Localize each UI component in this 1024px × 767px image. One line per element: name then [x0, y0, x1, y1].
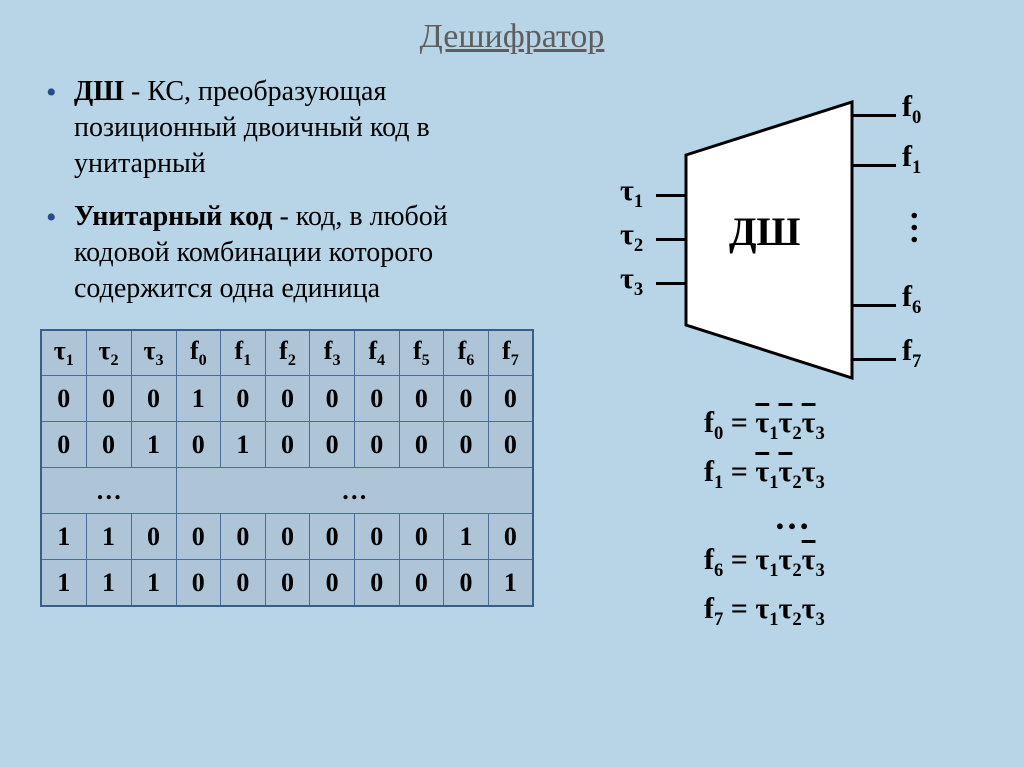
- pin-line: [656, 194, 686, 197]
- table-header-cell: f2: [265, 330, 310, 376]
- pin-line: [656, 282, 686, 285]
- table-cell: 0: [41, 376, 86, 422]
- table-cell: 0: [444, 376, 489, 422]
- table-cell: 0: [399, 422, 444, 468]
- table-cell: 1: [131, 560, 176, 606]
- table-header-cell: τ3: [131, 330, 176, 376]
- table-cell: 0: [310, 376, 355, 422]
- bullet-1-text: - КС, преобразующая позиционный двоичный…: [74, 76, 430, 179]
- table-cell: 0: [86, 376, 131, 422]
- bullet-2: Унитарный код - код, в любой кодовой ком…: [40, 199, 534, 306]
- table-cell: 0: [265, 514, 310, 560]
- table-cell: 0: [354, 376, 399, 422]
- table-row: 11000000010: [41, 514, 533, 560]
- table-cell: 1: [176, 376, 221, 422]
- pin-line: [852, 304, 896, 307]
- equations-block: f0 = τ1τ2τ3 f1 = τ1τ2τ3 … f6 = τ1τ2τ3 f7…: [554, 400, 984, 635]
- table-cell: 0: [41, 422, 86, 468]
- right-column: ДШ τ1 τ2 τ3 f0 f1 ... f6 f7 f0 = τ1τ2τ3: [554, 74, 984, 635]
- table-cell: 0: [354, 514, 399, 560]
- pin-line: [852, 114, 896, 117]
- bullet-list: ДШ - КС, преобразующая позиционный двоич…: [40, 74, 534, 307]
- table-header-cell: f0: [176, 330, 221, 376]
- eq-dots: …: [704, 498, 984, 538]
- table-cell: …: [176, 468, 533, 514]
- bullet-1-bold: ДШ: [74, 76, 124, 107]
- table-cell: 0: [265, 376, 310, 422]
- table-cell: 0: [265, 560, 310, 606]
- table-cell: 0: [265, 422, 310, 468]
- table-cell: 0: [176, 514, 221, 560]
- bullet-1: ДШ - КС, преобразующая позиционный двоич…: [40, 74, 534, 181]
- table-cell: 0: [399, 560, 444, 606]
- pin-line: [852, 358, 896, 361]
- output-f1: f1: [902, 140, 921, 179]
- table-cell: 0: [131, 514, 176, 560]
- table-cell: 1: [41, 560, 86, 606]
- table-cell: 1: [444, 514, 489, 560]
- table-row: 00010000000: [41, 376, 533, 422]
- pin-line: [656, 238, 686, 241]
- table-cell: 0: [399, 514, 444, 560]
- eq-f1: f1 = τ1τ2τ3: [704, 449, 984, 498]
- table-cell: 1: [86, 560, 131, 606]
- table-cell: 0: [310, 514, 355, 560]
- table-cell: 0: [354, 422, 399, 468]
- table-header-cell: τ1: [41, 330, 86, 376]
- table-cell: …: [41, 468, 176, 514]
- content-area: ДШ - КС, преобразующая позиционный двоич…: [0, 56, 1024, 635]
- eq-f0: f0 = τ1τ2τ3: [704, 400, 984, 449]
- input-tau2: τ2: [620, 218, 643, 257]
- output-f6: f6: [902, 280, 921, 319]
- table-header-cell: f3: [310, 330, 355, 376]
- vertical-dots-icon: ...: [910, 202, 919, 238]
- table-cell: 0: [310, 560, 355, 606]
- table-header-cell: f5: [399, 330, 444, 376]
- table-cell: 0: [354, 560, 399, 606]
- left-column: ДШ - КС, преобразующая позиционный двоич…: [40, 74, 554, 635]
- decoder-label: ДШ: [729, 208, 800, 255]
- table-cell: 0: [444, 560, 489, 606]
- table-cell: 0: [399, 376, 444, 422]
- table-header-cell: f6: [444, 330, 489, 376]
- table-cell: 0: [444, 422, 489, 468]
- table-header-cell: τ2: [86, 330, 131, 376]
- input-tau1: τ1: [620, 174, 643, 213]
- pin-line: [852, 164, 896, 167]
- table-cell: 0: [488, 514, 533, 560]
- table-cell: 0: [221, 376, 266, 422]
- decoder-diagram: ДШ τ1 τ2 τ3 f0 f1 ... f6 f7: [564, 74, 984, 394]
- table-cell: 0: [86, 422, 131, 468]
- output-f0: f0: [902, 90, 921, 129]
- table-cell: 0: [310, 422, 355, 468]
- table-cell: 0: [131, 376, 176, 422]
- table-header-cell: f1: [221, 330, 266, 376]
- table-cell: 1: [86, 514, 131, 560]
- truth-table: τ1τ2τ3f0f1f2f3f4f5f6f7 00010000000001010…: [40, 329, 534, 607]
- table-cell: 0: [221, 514, 266, 560]
- table-header-cell: f7: [488, 330, 533, 376]
- table-cell: 0: [176, 422, 221, 468]
- table-cell: 1: [131, 422, 176, 468]
- table-cell: 0: [488, 422, 533, 468]
- table-cell: 1: [221, 422, 266, 468]
- table-header-cell: f4: [354, 330, 399, 376]
- table-cell: 1: [41, 514, 86, 560]
- table-ellipsis-row: ……: [41, 468, 533, 514]
- table-cell: 0: [221, 560, 266, 606]
- table-cell: 1: [488, 560, 533, 606]
- table-cell: 0: [176, 560, 221, 606]
- table-row: 00101000000: [41, 422, 533, 468]
- page-title: Дешифратор: [0, 0, 1024, 56]
- input-tau3: τ3: [620, 262, 643, 301]
- table-cell: 0: [488, 376, 533, 422]
- table-row: 11100000001: [41, 560, 533, 606]
- bullet-2-bold: Унитарный код: [74, 201, 272, 232]
- output-f7: f7: [902, 334, 921, 373]
- eq-f7: f7 = τ1τ2τ3: [704, 586, 984, 635]
- eq-f6: f6 = τ1τ2τ3: [704, 537, 984, 586]
